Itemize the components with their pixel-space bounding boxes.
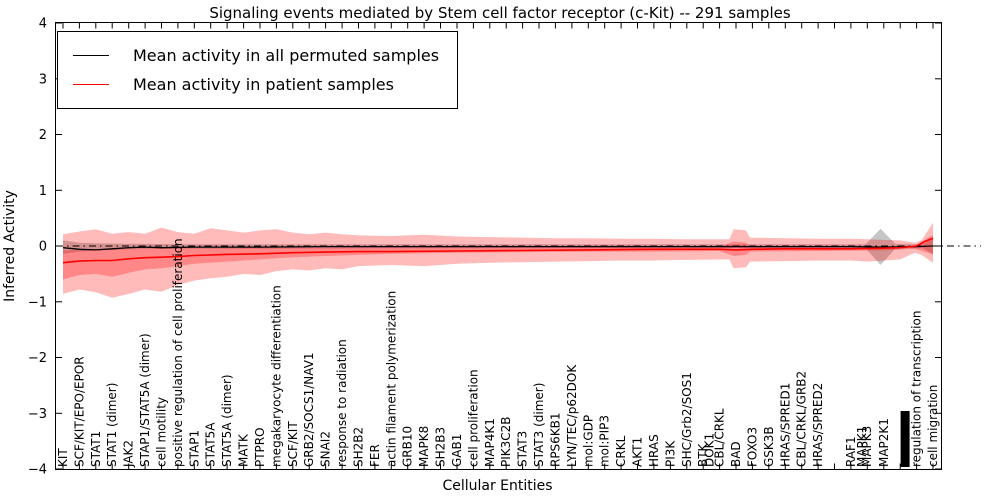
x-tick-label: MATK bbox=[237, 433, 251, 467]
x-tick-label: actin filament polymerization bbox=[384, 291, 398, 467]
x-tick-label: GRB2/SOCS1/NAV1 bbox=[302, 352, 316, 467]
x-tick-label: AKT1 bbox=[631, 437, 645, 467]
x-tick-label: BTK bbox=[696, 442, 710, 467]
legend-entry-patient: Mean activity in patient samples bbox=[73, 70, 439, 99]
x-tick-label: DOK1 bbox=[702, 433, 716, 467]
x-tick-label: SCF/KIT/EPO/EPOR bbox=[72, 356, 86, 467]
x-tick-label: megakaryocyte differentiation bbox=[269, 285, 283, 467]
patient-band-outer-band bbox=[63, 222, 933, 298]
y-tick-label: 1 bbox=[39, 184, 47, 199]
x-tick-label: STAT1 (dimer) bbox=[105, 383, 119, 467]
x-tick-label: SHC/Grb2/SOS1 bbox=[680, 372, 694, 467]
x-tick-label: STAP1/STAT5A (dimer) bbox=[138, 333, 152, 467]
y-tick-label: 2 bbox=[39, 128, 47, 143]
y-tick-label: 3 bbox=[39, 72, 47, 87]
x-tick-label: LYN/TEC/p62DOK bbox=[565, 364, 579, 467]
x-tick-label: cell proliferation bbox=[466, 369, 480, 467]
x-tick-label: BAD bbox=[729, 441, 743, 467]
x-tick-label: cell motility bbox=[154, 397, 168, 467]
x-tick-label: STAT1 bbox=[89, 431, 103, 467]
x-tick-label: MAP2K1 bbox=[877, 418, 891, 467]
x-tick-label: JAK2 bbox=[122, 440, 136, 468]
x-tick-label: CBL/CRKL/GRB2 bbox=[795, 371, 809, 467]
x-tick-label: MAP4K1 bbox=[483, 418, 497, 467]
y-tick-label: −3 bbox=[28, 407, 47, 422]
legend-label-patient: Mean activity in patient samples bbox=[133, 75, 394, 94]
y-tick-label: −2 bbox=[28, 351, 47, 366]
overlapped-tick-labels-blob bbox=[900, 411, 910, 467]
x-tick-label: regulation of transcription bbox=[910, 311, 924, 467]
x-tick-label: FOXO3 bbox=[745, 427, 759, 467]
x-tick-label: STAT5A (dimer) bbox=[220, 374, 234, 467]
legend-label-permuted: Mean activity in all permuted samples bbox=[133, 46, 440, 65]
x-tick-label: STAT3 (dimer) bbox=[532, 383, 546, 467]
x-tick-label: STAT3 bbox=[516, 431, 530, 467]
x-tick-label: PTPRO bbox=[253, 427, 267, 467]
x-tick-label: HRAS/SPRED1 bbox=[778, 383, 792, 467]
legend-entry-permuted: Mean activity in all permuted samples bbox=[73, 41, 439, 70]
x-tick-label: KIT bbox=[56, 448, 70, 467]
x-tick-label: STAT5A bbox=[204, 422, 218, 467]
x-tick-label: MAPK3 bbox=[860, 426, 874, 467]
x-tick-label: PI3K bbox=[663, 440, 677, 467]
y-tick-label: −1 bbox=[28, 295, 47, 310]
black-line-sample-icon bbox=[73, 55, 109, 56]
x-tick-label: GAB1 bbox=[450, 434, 464, 467]
x-tick-label: CBL/CRKL bbox=[713, 408, 727, 467]
plot-area: 4 3 2 1 0 −1 −2 −3 −4 KIT SCF/KIT/EPO/EPOR STAT1 STA… bbox=[28, 17, 981, 478]
legend: Mean activity in all permuted samples Me… bbox=[57, 31, 459, 109]
y-tick-label: 4 bbox=[39, 17, 47, 32]
x-tick-label: positive regulation of cell proliferatio… bbox=[171, 238, 185, 467]
x-tick-label: CRKL bbox=[614, 435, 628, 467]
x-tick-label: SH2B3 bbox=[434, 427, 448, 467]
y-tick-label: −4 bbox=[28, 463, 47, 478]
mean-line bbox=[62, 245, 934, 251]
x-tick-label: SCF/KIT bbox=[286, 421, 300, 467]
red-line-sample-icon bbox=[73, 84, 109, 85]
x-tick-label: HRAS bbox=[647, 434, 661, 467]
x-tick-label: RPS6KB1 bbox=[548, 412, 562, 467]
x-tick-label: SH2B2 bbox=[351, 427, 365, 467]
x-tick-label: STAP1 bbox=[187, 430, 201, 467]
y-tick-label: 0 bbox=[39, 240, 47, 255]
x-tick-label: PIK3C2B bbox=[499, 416, 513, 467]
x-tick-label: SNAI2 bbox=[319, 431, 333, 467]
x-tick-label: GSK3B bbox=[762, 426, 776, 467]
mean-line bbox=[62, 237, 934, 264]
x-tick-label: HRAS/SPRED2 bbox=[811, 383, 825, 467]
x-tick-label: mol:PIP3 bbox=[598, 415, 612, 467]
chart-title: Signaling events mediated by Stem cell f… bbox=[209, 4, 791, 22]
x-tick-label: MAPK1 bbox=[855, 426, 869, 467]
x-tick-label: GRB10 bbox=[401, 426, 415, 467]
x-tick-label: mol:GDP bbox=[581, 415, 595, 467]
x-tick-label: FER bbox=[368, 444, 382, 467]
x-tick-label: response to radiation bbox=[335, 339, 349, 467]
x-tick-label: MAPK8 bbox=[417, 426, 431, 467]
x-axis-label: Cellular Entities bbox=[442, 478, 553, 494]
patient-band-inner-band bbox=[63, 234, 933, 280]
x-tick-label: cell migration bbox=[926, 385, 940, 467]
y-axis-label: Inferred Activity bbox=[2, 190, 18, 302]
x-tick-label: RAF1 bbox=[844, 436, 858, 467]
